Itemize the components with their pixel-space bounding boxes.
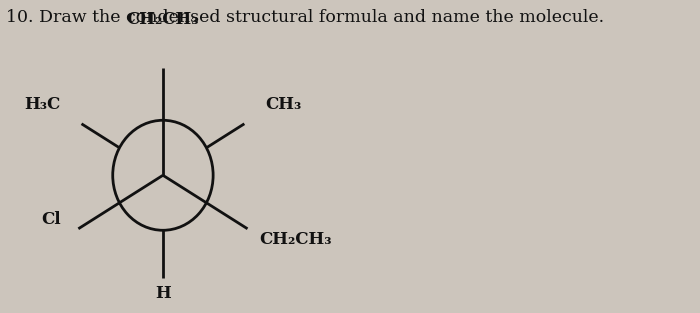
Text: CH₂CH₃: CH₂CH₃ xyxy=(259,231,331,248)
Text: Cl: Cl xyxy=(41,211,61,228)
Text: CH₃: CH₃ xyxy=(265,96,302,113)
Text: 10. Draw the condensed structural formula and name the molecule.: 10. Draw the condensed structural formul… xyxy=(6,9,605,26)
Text: CH₂CH₃: CH₂CH₃ xyxy=(127,11,200,28)
Text: H: H xyxy=(155,285,171,302)
Text: H₃C: H₃C xyxy=(25,96,61,113)
